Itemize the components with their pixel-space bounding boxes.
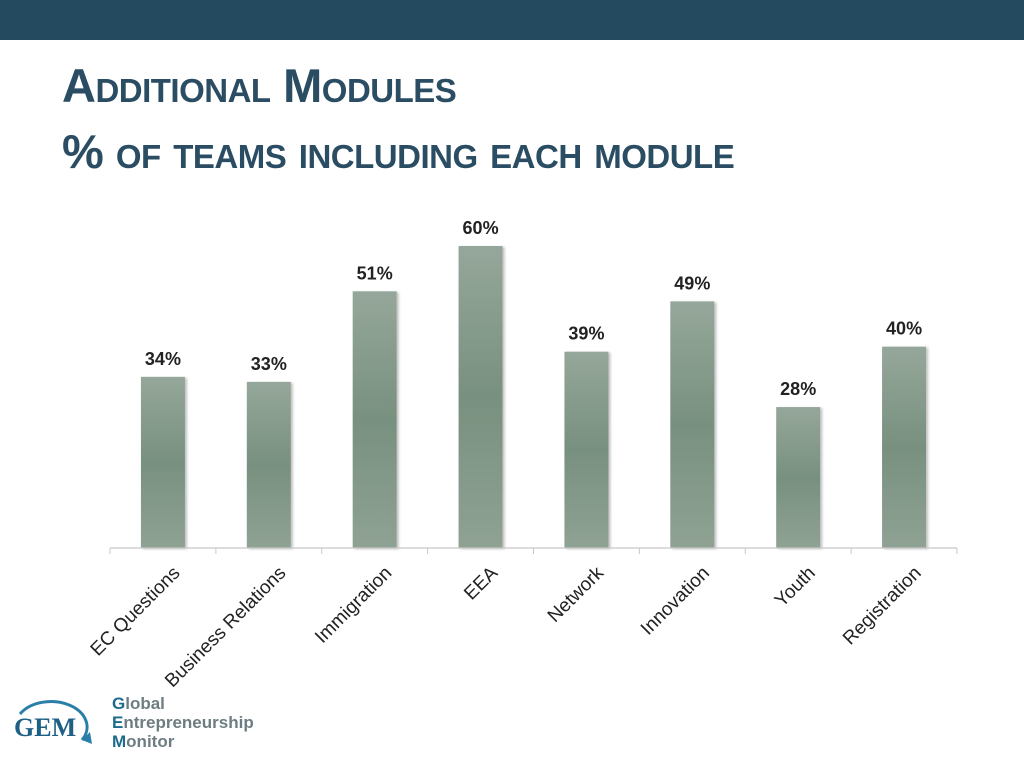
bar-ec-questions: [140, 376, 185, 548]
bar-innovation: [670, 301, 715, 548]
top-bar: [0, 0, 1024, 40]
data-label: 51%: [357, 263, 393, 283]
bar-youth: [776, 407, 821, 548]
slide-subtitle: % of teams including each module: [62, 125, 735, 178]
data-label: 39%: [568, 324, 604, 344]
data-label: 40%: [886, 319, 922, 339]
bar-chart: 34% 33% 51% 60% 39% 49% 28% 40% EC QuestionsBus…: [87, 218, 958, 690]
category-label: Registration: [839, 563, 926, 650]
data-label: 34%: [145, 349, 181, 369]
bars-layer: [140, 246, 927, 548]
category-label: Network: [544, 562, 608, 626]
data-labels: 34% 33% 51% 60% 39% 49% 28% 40%: [145, 218, 922, 399]
data-label: 28%: [780, 379, 816, 399]
category-label: EC Questions: [87, 563, 185, 661]
gem-logo-mark: GEM: [14, 713, 76, 742]
bar-immigration: [352, 291, 397, 548]
x-axis: [109, 547, 958, 554]
category-label: Business Relations: [161, 563, 290, 690]
category-label: Youth: [771, 563, 820, 612]
category-label: Innovation: [637, 563, 714, 640]
gem-logo-text: Global Entrepreneurship Monitor: [112, 694, 254, 751]
data-label: 49%: [674, 273, 710, 293]
gem-logo: GEM Global Entrepreneurship Monitor: [8, 690, 278, 760]
data-label: 60%: [463, 218, 499, 238]
slide-title: Additional Modules: [62, 59, 457, 112]
category-label: EEA: [460, 562, 502, 604]
gem-logo-icon: GEM: [14, 700, 92, 744]
bar-registration: [882, 346, 927, 548]
bar-eea: [458, 246, 503, 548]
data-label: 33%: [251, 354, 287, 374]
bar-network: [564, 351, 609, 548]
bar-business-relations: [246, 381, 291, 548]
category-label: Immigration: [311, 563, 396, 648]
